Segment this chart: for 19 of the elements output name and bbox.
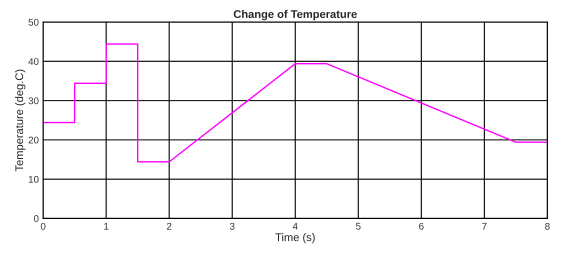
y-tick-label: 0: [34, 215, 39, 222]
x-tick-label: 7: [482, 222, 487, 230]
x-tick-label: 8: [545, 222, 550, 230]
y-tick-label: 50: [28, 18, 39, 26]
x-tick-label: 0: [40, 222, 46, 230]
x-tick-label: 6: [419, 222, 424, 230]
x-tick-label: 3: [230, 222, 235, 230]
x-tick-label: 1: [104, 222, 108, 230]
line-series: [43, 43, 548, 163]
y-axis-title: Temperature (deg.C): [15, 70, 26, 172]
chart-title: Change of Temperature: [234, 10, 357, 20]
y-tick-label: 40: [28, 58, 39, 65]
y-tick-label: 10: [28, 176, 39, 183]
x-axis-title: Time (s): [275, 233, 315, 244]
x-tick-label: 4: [292, 222, 298, 230]
x-tick-label: 5: [356, 222, 361, 230]
y-tick-label: 30: [28, 97, 39, 104]
y-tick-label: 20: [28, 136, 39, 144]
x-tick-label: 2: [166, 222, 172, 230]
